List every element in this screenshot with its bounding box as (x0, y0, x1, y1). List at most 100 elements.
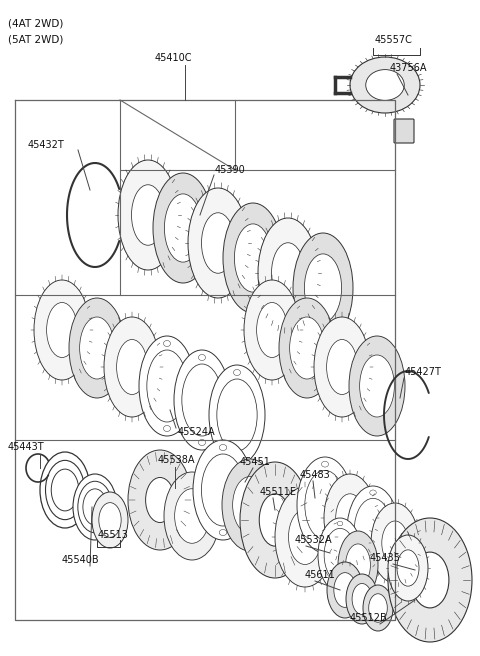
Ellipse shape (188, 188, 248, 298)
Ellipse shape (369, 594, 387, 623)
Ellipse shape (360, 355, 395, 417)
Ellipse shape (118, 160, 178, 270)
Ellipse shape (219, 445, 227, 451)
Ellipse shape (164, 472, 220, 560)
Ellipse shape (46, 461, 84, 520)
Ellipse shape (354, 499, 392, 562)
Ellipse shape (128, 450, 192, 550)
Text: (4AT 2WD): (4AT 2WD) (8, 18, 63, 28)
Text: 45540B: 45540B (62, 555, 100, 565)
Ellipse shape (233, 455, 240, 461)
Ellipse shape (382, 521, 408, 565)
Ellipse shape (326, 340, 358, 394)
Ellipse shape (324, 528, 356, 582)
Ellipse shape (234, 224, 272, 292)
Ellipse shape (327, 562, 363, 618)
Ellipse shape (164, 194, 202, 262)
Ellipse shape (51, 469, 79, 511)
Ellipse shape (347, 486, 399, 574)
Ellipse shape (233, 369, 240, 375)
Text: (5AT 2WD): (5AT 2WD) (8, 34, 63, 44)
Ellipse shape (182, 364, 222, 436)
Ellipse shape (47, 302, 77, 358)
Ellipse shape (217, 379, 257, 451)
Text: 45524A: 45524A (178, 427, 216, 437)
Ellipse shape (153, 173, 213, 283)
Text: 45390: 45390 (215, 165, 246, 175)
Ellipse shape (366, 70, 404, 100)
Ellipse shape (334, 573, 356, 607)
Text: 43756A: 43756A (390, 63, 428, 73)
Ellipse shape (259, 494, 291, 546)
Ellipse shape (240, 462, 310, 578)
Ellipse shape (363, 585, 393, 631)
Ellipse shape (145, 478, 174, 522)
Text: 45511E: 45511E (260, 487, 297, 497)
Ellipse shape (346, 544, 371, 586)
Ellipse shape (337, 522, 343, 525)
Ellipse shape (397, 550, 419, 586)
Ellipse shape (104, 317, 160, 417)
Ellipse shape (371, 503, 419, 583)
Ellipse shape (69, 298, 125, 398)
Ellipse shape (370, 565, 376, 570)
Ellipse shape (293, 233, 353, 343)
Ellipse shape (202, 454, 245, 526)
Text: 45427T: 45427T (405, 367, 442, 377)
Ellipse shape (346, 574, 378, 624)
Ellipse shape (117, 340, 147, 394)
Ellipse shape (199, 354, 205, 361)
Ellipse shape (73, 474, 117, 540)
Ellipse shape (388, 518, 472, 642)
Ellipse shape (289, 317, 324, 379)
Ellipse shape (199, 440, 205, 445)
Text: 45557C: 45557C (375, 35, 413, 45)
Ellipse shape (174, 350, 230, 450)
FancyBboxPatch shape (394, 119, 414, 143)
Ellipse shape (233, 476, 267, 533)
Ellipse shape (40, 452, 90, 528)
Ellipse shape (164, 426, 170, 432)
Ellipse shape (257, 302, 288, 358)
Text: 45483: 45483 (300, 470, 331, 480)
Ellipse shape (324, 474, 376, 562)
Text: 45611: 45611 (305, 570, 336, 580)
Ellipse shape (258, 218, 318, 328)
Ellipse shape (279, 298, 335, 398)
Ellipse shape (275, 487, 335, 587)
Ellipse shape (297, 457, 353, 553)
Text: 45410C: 45410C (155, 53, 192, 63)
Ellipse shape (314, 317, 370, 417)
Ellipse shape (202, 213, 235, 274)
Ellipse shape (99, 502, 121, 537)
Ellipse shape (164, 340, 170, 346)
Ellipse shape (288, 510, 322, 565)
Ellipse shape (244, 280, 300, 380)
Ellipse shape (336, 494, 364, 543)
Ellipse shape (388, 535, 428, 601)
Ellipse shape (132, 185, 165, 245)
Ellipse shape (193, 440, 253, 540)
Ellipse shape (223, 203, 283, 313)
Ellipse shape (337, 584, 343, 588)
Ellipse shape (411, 552, 449, 608)
Ellipse shape (352, 583, 372, 615)
Ellipse shape (139, 336, 195, 436)
Ellipse shape (322, 543, 328, 548)
Ellipse shape (175, 489, 209, 543)
Text: 45532A: 45532A (295, 535, 333, 545)
Ellipse shape (80, 317, 114, 379)
Ellipse shape (222, 459, 278, 551)
Text: 45443T: 45443T (8, 442, 45, 452)
Ellipse shape (219, 529, 227, 535)
Ellipse shape (209, 365, 265, 465)
Ellipse shape (304, 254, 342, 322)
Ellipse shape (349, 336, 405, 436)
Ellipse shape (147, 350, 187, 422)
Ellipse shape (322, 461, 328, 467)
Text: 45512B: 45512B (350, 613, 388, 623)
Ellipse shape (83, 489, 107, 525)
Ellipse shape (350, 57, 420, 113)
Ellipse shape (272, 243, 304, 303)
Text: 45538A: 45538A (158, 455, 195, 465)
